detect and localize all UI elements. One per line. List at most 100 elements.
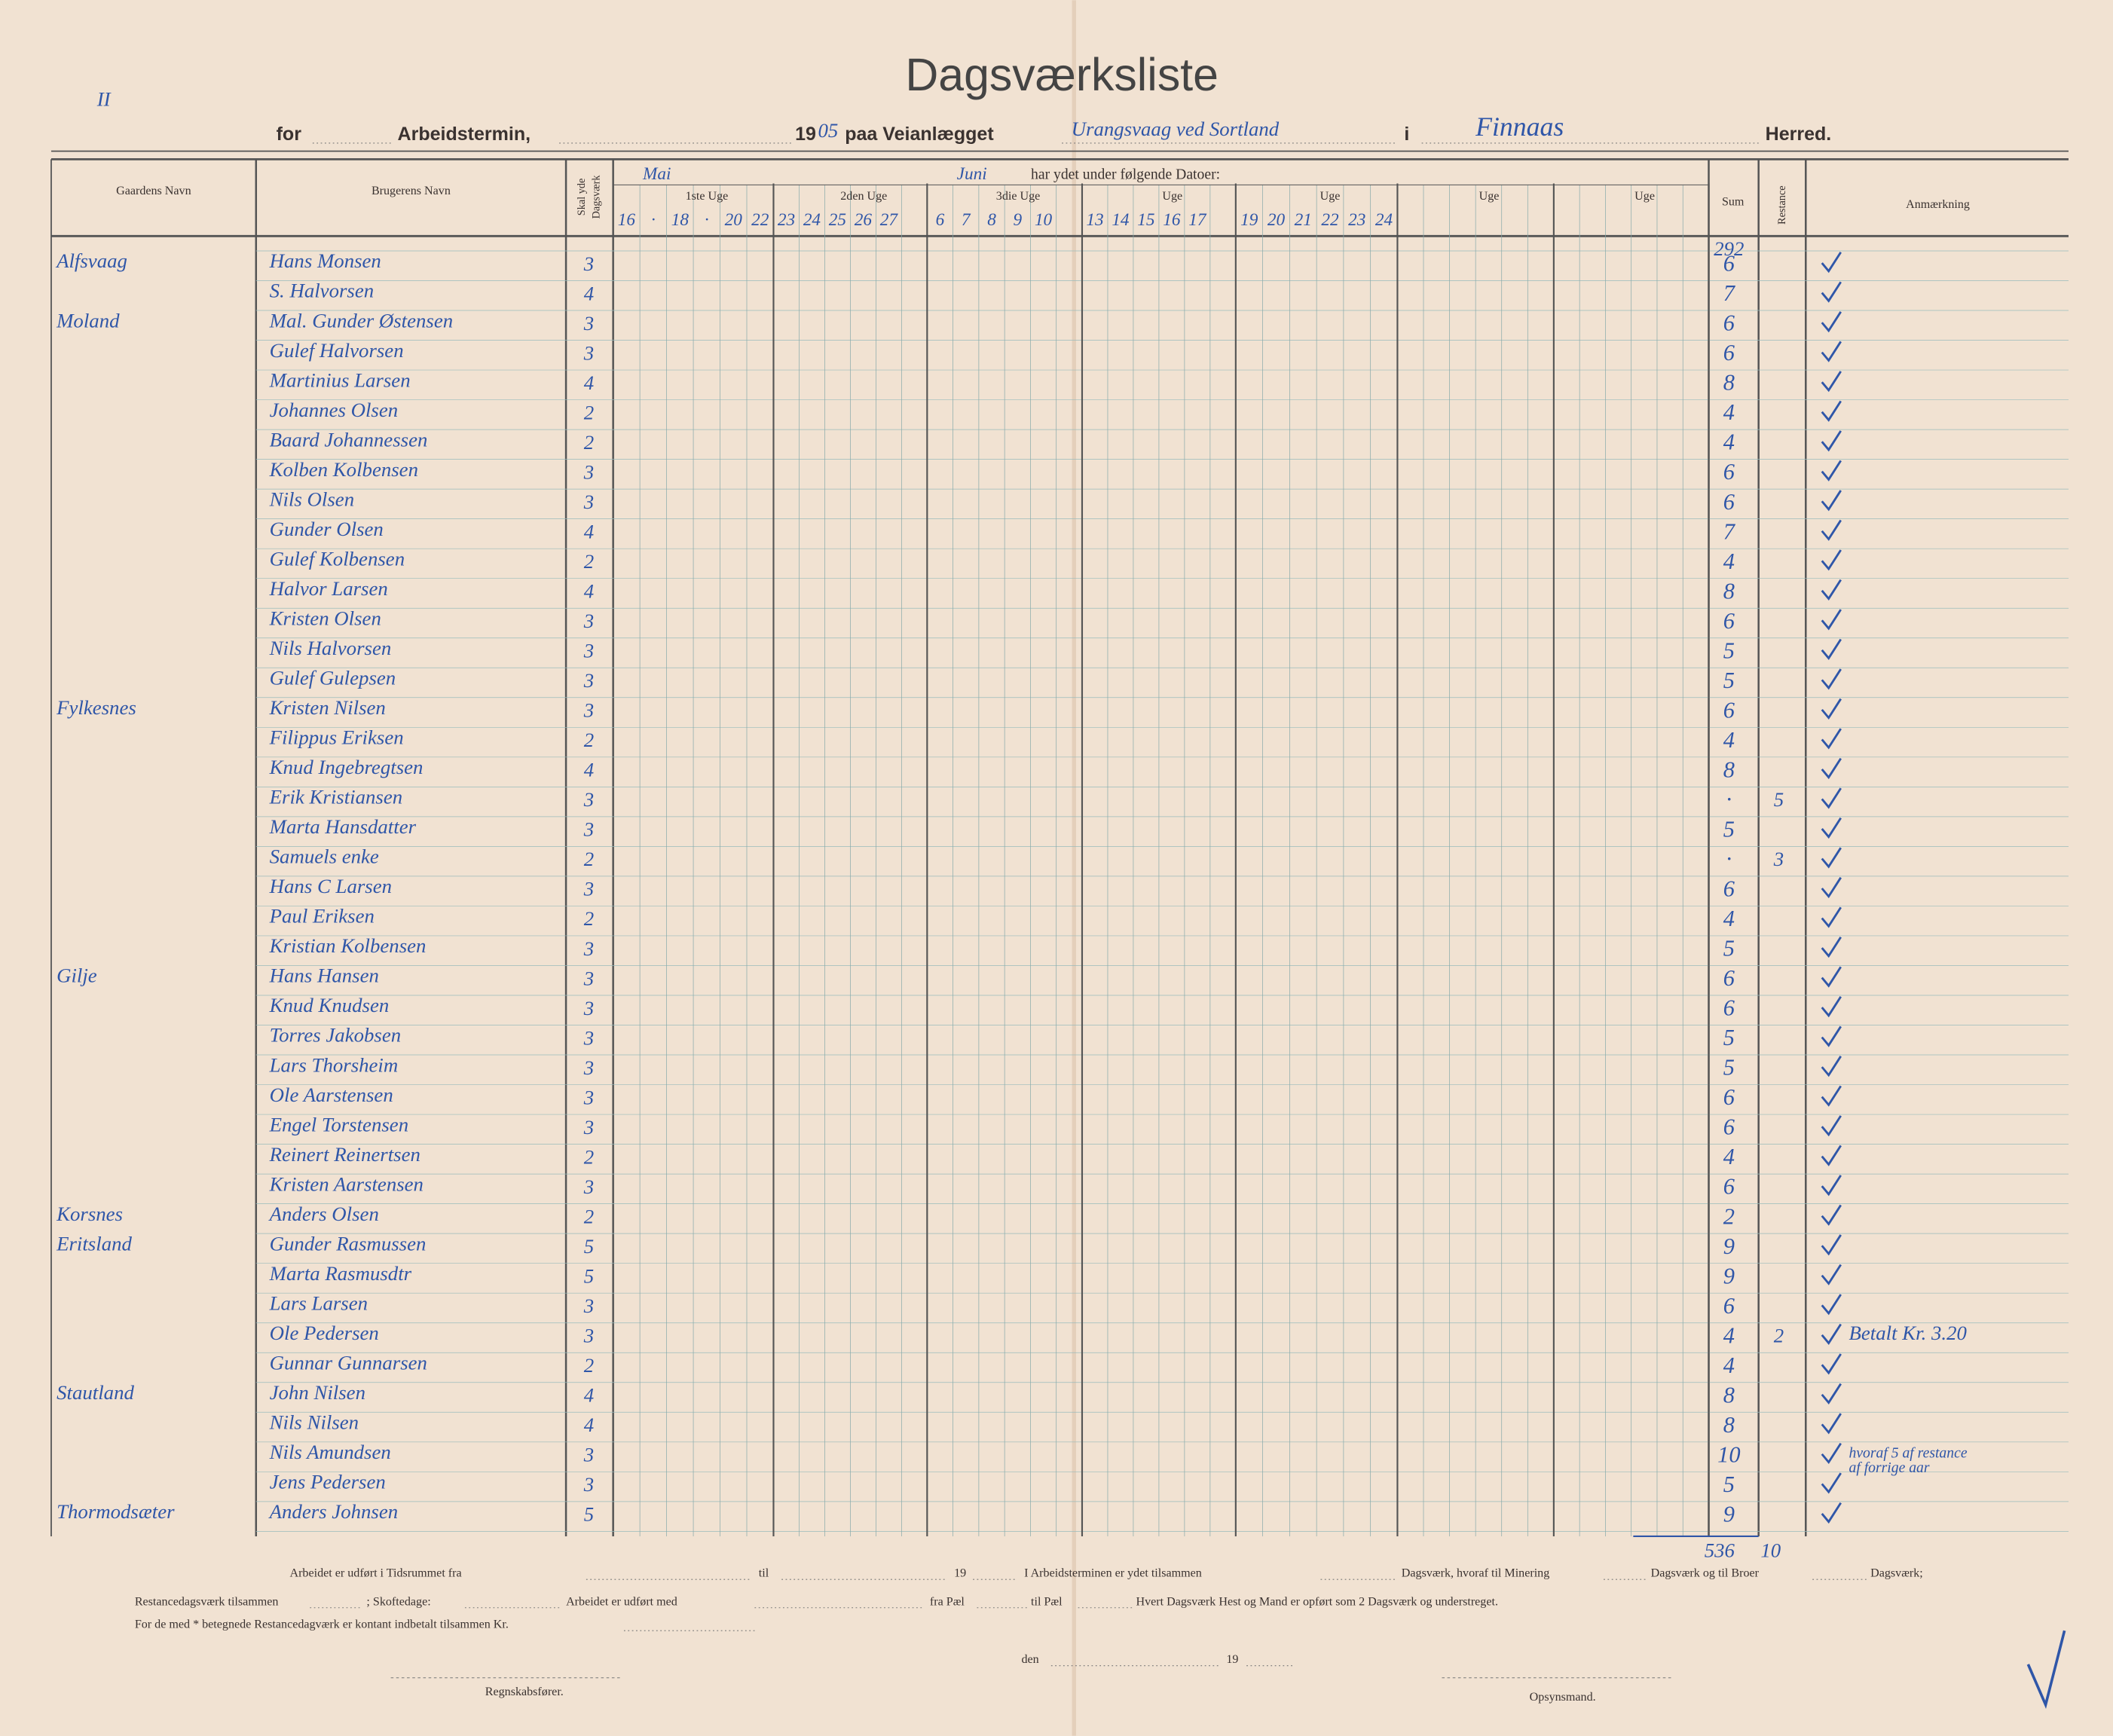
required-days: 2	[584, 1354, 594, 1377]
date: 18	[671, 210, 690, 230]
header-veianlaeg: Urangsvaag ved Sortland	[1072, 118, 1280, 140]
date: 26	[855, 210, 873, 230]
sum: 4	[1723, 1144, 1735, 1169]
sum: 5	[1723, 1025, 1735, 1050]
required-days: 4	[584, 759, 594, 781]
sum: 8	[1723, 370, 1735, 396]
sum: 4	[1723, 727, 1735, 753]
sum: 5	[1723, 1472, 1735, 1497]
user-name: Gulef Kolbensen	[270, 547, 405, 570]
check-mark	[1821, 996, 1842, 1018]
user-name: Hans Monsen	[269, 249, 381, 272]
column-header: Skal yde	[576, 179, 588, 216]
header-line: for Arbeidstermin, 19 05 paa Veianlægget…	[277, 112, 1832, 145]
date: 22	[751, 210, 769, 230]
sum: 6	[1723, 608, 1735, 634]
check-mark	[1821, 847, 1842, 869]
check-mark	[1821, 490, 1842, 512]
required-days: 3	[583, 669, 594, 692]
user-name: Torres Jakobsen	[270, 1024, 402, 1047]
required-days: 4	[584, 580, 594, 603]
sum: 8	[1723, 1382, 1735, 1407]
date: 24	[1375, 210, 1393, 230]
sum: 4	[1723, 1352, 1735, 1378]
sum: 4	[1723, 429, 1735, 455]
user-name: Reinert Reinertsen	[269, 1143, 420, 1166]
required-days: 3	[583, 1444, 594, 1466]
date: ·	[651, 210, 656, 230]
footer-text: til Pæl	[1031, 1595, 1063, 1608]
user-name: Marta Hansdatter	[269, 815, 417, 838]
sum: 4	[1723, 906, 1735, 931]
check-mark	[1821, 1323, 1842, 1345]
farm-name: Gilje	[57, 964, 97, 987]
required-days: 4	[584, 282, 594, 304]
sum: 2	[1723, 1203, 1735, 1229]
required-days: 2	[584, 1145, 594, 1168]
date: 20	[1267, 210, 1286, 230]
column-header: har ydet under følgende Datoer:	[1031, 166, 1220, 182]
header-paa: paa Veianlægget	[845, 124, 994, 145]
user-name: Hans C Larsen	[269, 875, 392, 897]
sum: 5	[1723, 668, 1735, 693]
check-mark	[1821, 1145, 1842, 1166]
week-label: 1ste Uge	[686, 190, 729, 203]
footer-text: For de med * betegnede Restancedagværk e…	[135, 1618, 509, 1631]
date: 23	[1348, 210, 1365, 230]
user-name: Baard Johannessen	[270, 428, 428, 451]
farm-name: Alfsvaag	[55, 249, 127, 272]
check-mark	[1821, 579, 1842, 601]
required-days: 3	[583, 878, 594, 900]
required-days: 2	[584, 1205, 594, 1227]
column-header: Gaardens Navn	[116, 185, 191, 197]
date: 27	[880, 210, 899, 230]
required-days: 3	[583, 610, 594, 632]
sum: 4	[1723, 549, 1735, 574]
required-days: 3	[583, 1086, 594, 1108]
check-mark	[1821, 757, 1842, 780]
footer-text: den	[1022, 1653, 1039, 1666]
user-name: Jens Pedersen	[270, 1471, 386, 1493]
date: 22	[1321, 210, 1339, 230]
check-mark	[1821, 519, 1842, 541]
user-name: Kristian Kolbensen	[269, 934, 427, 957]
required-days: 4	[584, 1384, 594, 1407]
user-name: Knud Ingebregtsen	[269, 756, 424, 778]
required-days: 5	[584, 1265, 594, 1288]
sum: 6	[1723, 965, 1735, 991]
sum: 10	[1717, 1441, 1740, 1467]
check-mark	[1821, 1175, 1842, 1197]
user-name: Ole Aarstensen	[270, 1083, 393, 1106]
footer: Arbeidet er udført i Tidsrummet fra til …	[135, 1567, 1923, 1704]
required-days: 3	[583, 1294, 594, 1317]
required-days: 3	[583, 312, 594, 335]
check-mark	[1821, 430, 1842, 452]
date: 8	[987, 210, 996, 230]
footer-text: Opsynsmand.	[1530, 1691, 1596, 1704]
week-label: Uge	[1320, 190, 1341, 203]
user-name: Nils Nilsen	[269, 1411, 359, 1434]
sum: 6	[1723, 697, 1735, 723]
user-name: Gunder Olsen	[270, 518, 384, 540]
user-name: Lars Larsen	[269, 1291, 368, 1314]
user-name: S. Halvorsen	[270, 280, 375, 302]
check-mark	[1821, 1353, 1842, 1375]
required-days: 3	[583, 491, 594, 513]
check-mark	[1821, 1115, 1842, 1137]
user-name: Mal. Gunder Østensen	[269, 309, 454, 332]
restance: 3	[1773, 848, 1784, 870]
farm-name: Korsnes	[56, 1203, 123, 1225]
sum: 6	[1723, 1174, 1735, 1200]
check-mark	[1821, 341, 1842, 362]
farm-name: Stautland	[57, 1381, 134, 1404]
check-mark	[1821, 1383, 1842, 1404]
required-days: 3	[583, 967, 594, 989]
sum: 6	[1723, 1293, 1735, 1319]
date: 6	[936, 210, 945, 230]
required-days: 4	[584, 371, 594, 394]
check-mark	[1821, 609, 1842, 631]
user-name: Erik Kristiansen	[269, 786, 403, 808]
check-mark	[1821, 371, 1842, 393]
